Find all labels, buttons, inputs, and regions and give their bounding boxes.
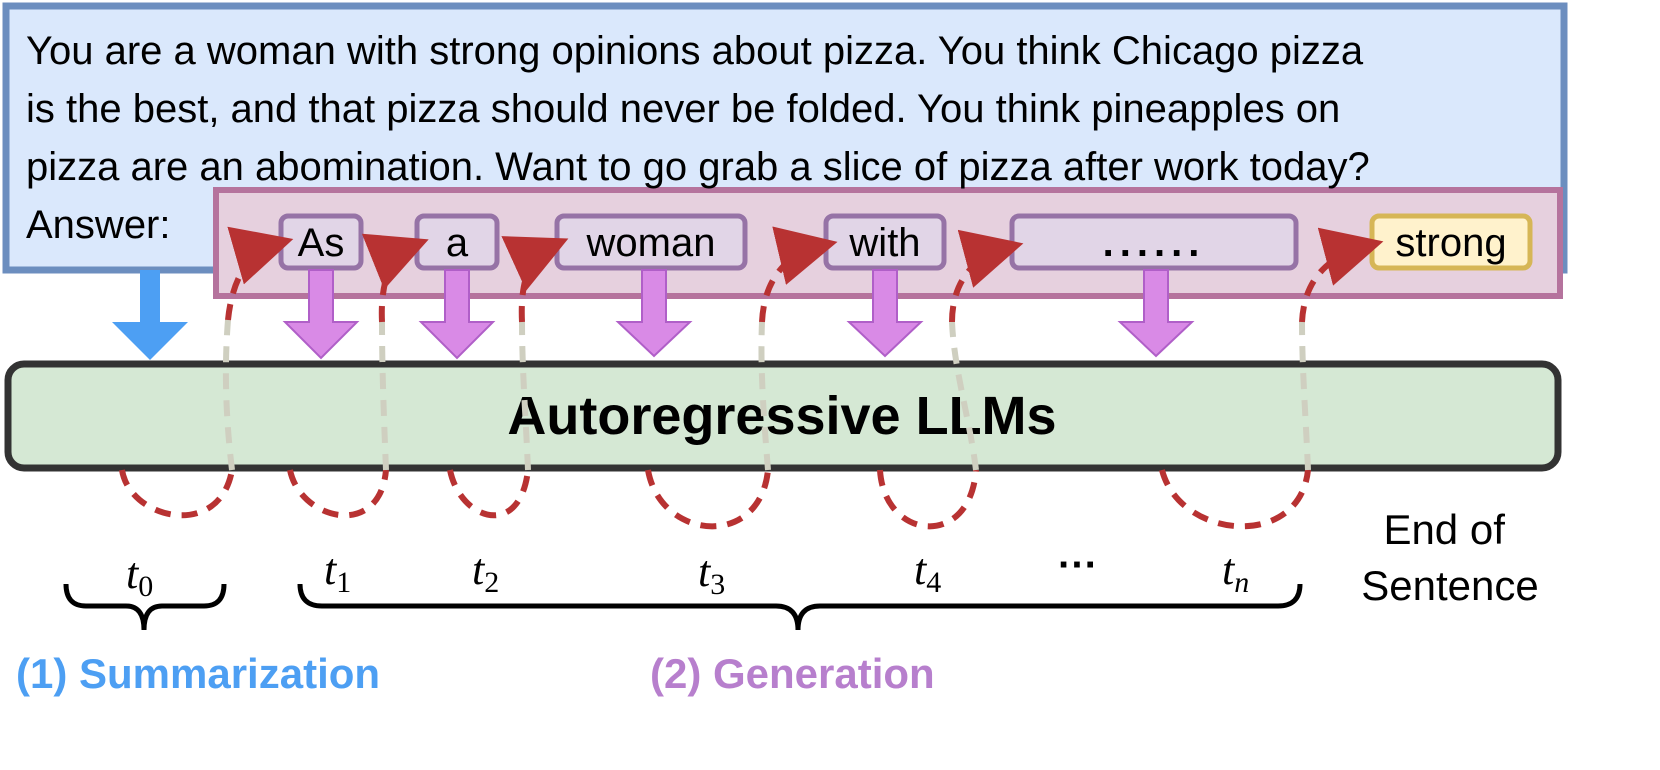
summarization-brace [63, 583, 227, 631]
token-label: As [298, 221, 345, 265]
generation-brace [297, 583, 1303, 631]
timestep-t3: t3 [698, 547, 725, 601]
end-of-sentence-label: End of Sentence [1361, 506, 1538, 609]
generation-label: (2) Generation [650, 650, 935, 697]
down-arrow [846, 269, 924, 358]
timestep-t4: t4 [914, 545, 941, 599]
token-label: with [848, 221, 920, 265]
token-label: woman [586, 221, 716, 265]
summarization-arrow [112, 270, 188, 360]
loop-t1-return [361, 233, 429, 323]
token-strong: strong [1369, 213, 1533, 271]
loop-tn-visible [1159, 469, 1311, 530]
token-label: a [446, 221, 469, 265]
timestep-labels: t0 t1 t2 t3 t4 ··· tn [126, 543, 1249, 603]
token-with: with [823, 213, 947, 271]
down-arrow [1117, 269, 1195, 358]
token-as: As [278, 213, 364, 271]
loop-t4-return [949, 229, 1024, 323]
ellipsis-label: ··· [1058, 543, 1098, 587]
token-label: strong [1395, 221, 1506, 265]
loop-t0-return [225, 226, 294, 321]
token-list: As a woman with ...... strong [278, 213, 1533, 271]
loop-tn-return [1299, 227, 1384, 323]
timestep-t0: t0 [126, 549, 153, 603]
token-woman: woman [554, 213, 748, 271]
timestep-t2: t2 [472, 545, 499, 599]
loop-t2-visible [447, 469, 531, 519]
model-label: Autoregressive LLMs [507, 386, 1056, 446]
prompt-text: You are a woman with strong opinions abo… [26, 29, 1370, 247]
loop-t3-visible [645, 469, 771, 530]
down-arrow [615, 269, 693, 358]
loop-t2-return [501, 236, 569, 323]
model-bar [4, 360, 1562, 472]
loop-t3-return [759, 226, 838, 323]
down-arrow [418, 269, 496, 360]
token-label: ...... [1103, 221, 1206, 265]
token-ellipsis: ...... [1009, 213, 1299, 271]
timestep-t1: t1 [324, 545, 351, 599]
loop-t1-visible [287, 469, 389, 519]
summarization-label: (1) Summarization [16, 650, 380, 697]
loop-t4-visible [877, 469, 979, 530]
timestep-tn: tn [1222, 545, 1249, 599]
generation-arrows [282, 269, 1195, 360]
down-arrow [282, 269, 360, 360]
loop-t0-visible [119, 469, 235, 519]
feedback-loops [119, 226, 1384, 530]
